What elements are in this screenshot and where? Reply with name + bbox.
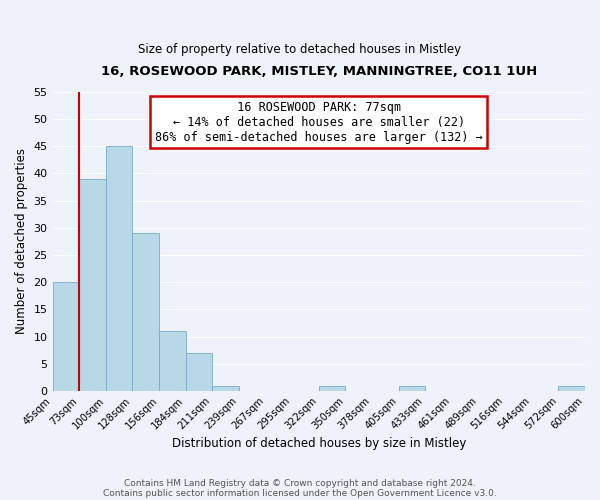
Bar — [106, 146, 133, 391]
Text: 16 ROSEWOOD PARK: 77sqm  
← 14% of detached houses are smaller (22)
86% of semi-: 16 ROSEWOOD PARK: 77sqm ← 14% of detache… — [155, 100, 482, 144]
Text: Contains public sector information licensed under the Open Government Licence v3: Contains public sector information licen… — [103, 488, 497, 498]
Text: Contains HM Land Registry data © Crown copyright and database right 2024.: Contains HM Land Registry data © Crown c… — [124, 478, 476, 488]
Text: Size of property relative to detached houses in Mistley: Size of property relative to detached ho… — [139, 42, 461, 56]
Bar — [159, 331, 185, 391]
Bar — [398, 386, 425, 391]
Bar — [133, 233, 159, 391]
Y-axis label: Number of detached properties: Number of detached properties — [15, 148, 28, 334]
Bar — [185, 353, 212, 391]
Title: 16, ROSEWOOD PARK, MISTLEY, MANNINGTREE, CO11 1UH: 16, ROSEWOOD PARK, MISTLEY, MANNINGTREE,… — [101, 65, 537, 78]
Bar — [212, 386, 239, 391]
Bar — [79, 178, 106, 391]
X-axis label: Distribution of detached houses by size in Mistley: Distribution of detached houses by size … — [172, 437, 466, 450]
Bar — [53, 282, 79, 391]
Bar — [319, 386, 346, 391]
Bar — [559, 386, 585, 391]
